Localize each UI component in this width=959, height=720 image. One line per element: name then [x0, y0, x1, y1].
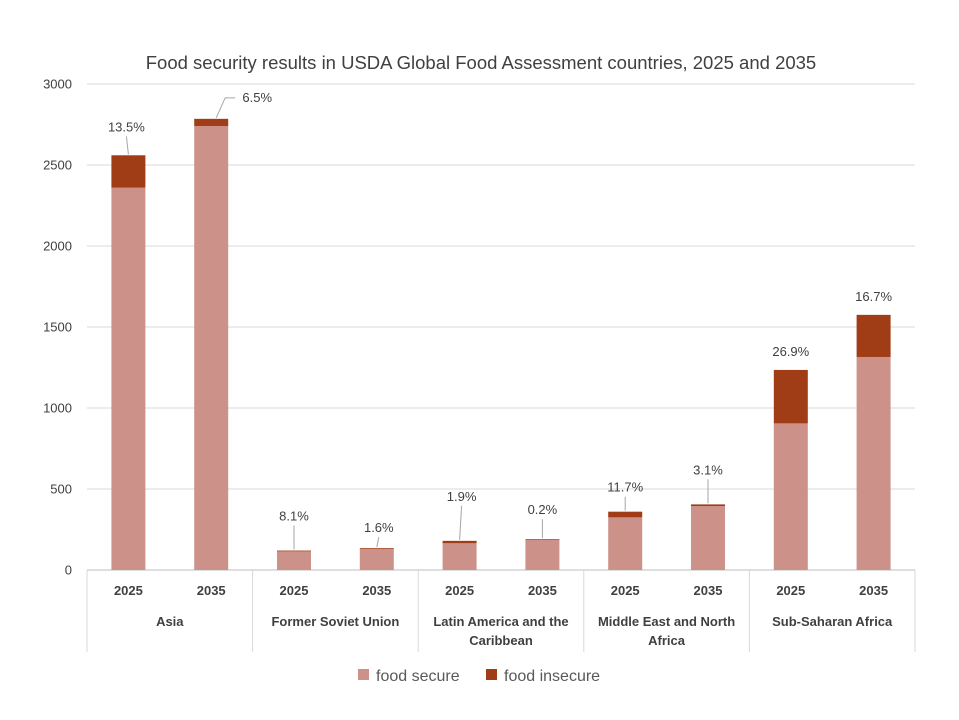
x-tick-label: 2025: [114, 583, 143, 598]
data-label: 13.5%: [108, 119, 145, 134]
legend-swatch: [358, 669, 369, 680]
x-tick-label: 2035: [362, 583, 391, 598]
bar-food-secure: [194, 126, 229, 571]
x-axis: 2025 2035 2025 2035 2025 2035 2025 2035 2025 2035…: [86, 570, 916, 652]
x-tick-label: 2025: [611, 583, 640, 598]
data-label: 3.1%: [693, 462, 723, 477]
bar-food-insecure: [277, 550, 311, 552]
y-tick-label: 2000: [43, 239, 72, 254]
y-tick-label: 3000: [43, 77, 72, 92]
data-labels: 13.5% 6.5% 8.1% 1.6% 1.9% 0.2% 11.7% 3.1% 26.9% 1…: [108, 90, 893, 535]
y-tick-label: 0: [65, 563, 72, 578]
x-group-label: Latin America and the: [433, 614, 568, 629]
bar-food-insecure: [525, 539, 560, 541]
bar-food-secure: [773, 423, 808, 570]
label-leaders: [125, 97, 709, 550]
x-group-label: Former Soviet Union: [271, 614, 399, 629]
legend-label: food insecure: [504, 668, 600, 685]
data-label: 26.9%: [772, 344, 809, 359]
bar-food-insecure: [773, 369, 808, 424]
x-group-label: Caribbean: [469, 633, 533, 648]
bar-food-insecure: [442, 540, 477, 544]
bar-food-secure: [856, 356, 891, 570]
x-tick-label: 2035: [859, 583, 888, 598]
x-group-label: Africa: [648, 633, 686, 648]
y-tick-label: 1000: [43, 401, 72, 416]
bar-food-secure: [359, 548, 394, 570]
data-label: 0.2%: [528, 502, 558, 517]
x-group-label: Middle East and North: [598, 614, 735, 629]
bar-food-secure: [525, 540, 560, 570]
data-label-leader: [215, 97, 236, 119]
bar-food-insecure: [856, 314, 891, 357]
bar-food-insecure: [111, 155, 146, 188]
legend-label: food secure: [376, 668, 460, 685]
data-label: 1.9%: [447, 489, 477, 504]
x-tick-label: 2035: [694, 583, 723, 598]
legend: food secure food insecure: [358, 668, 600, 685]
data-label: 11.7%: [607, 480, 643, 495]
bar-food-insecure: [194, 118, 229, 127]
x-tick-label: 2025: [280, 583, 309, 598]
x-group-label: Sub-Saharan Africa: [772, 614, 893, 629]
bar-food-secure: [277, 551, 311, 570]
x-tick-label: 2035: [528, 583, 557, 598]
legend-swatch: [486, 669, 497, 680]
data-label-leader: [125, 136, 129, 155]
y-tick-label: 1500: [43, 320, 72, 335]
y-axis-ticks: 0 500 1000 1500 2000 2500 3000: [43, 77, 72, 578]
x-tick-label: 2035: [197, 583, 226, 598]
bar-food-secure: [111, 187, 146, 570]
data-label: 1.6%: [364, 520, 394, 535]
bars: [111, 118, 891, 571]
data-label: 8.1%: [279, 509, 309, 524]
x-tick-label: 2025: [445, 583, 474, 598]
x-tick-label: 2025: [776, 583, 805, 598]
bar-food-secure: [608, 517, 643, 570]
x-group-label: Asia: [156, 614, 184, 629]
data-label: 16.7%: [855, 289, 892, 304]
y-tick-label: 2500: [43, 158, 72, 173]
data-label: 6.5%: [242, 90, 272, 105]
bar-food-insecure: [359, 548, 394, 549]
bar-food-secure: [442, 543, 477, 570]
bar-food-insecure: [608, 511, 643, 518]
chart-title: Food security results in USDA Global Foo…: [146, 52, 816, 73]
bar-food-secure: [691, 506, 725, 570]
bar-food-insecure: [691, 504, 725, 507]
data-label-leader: [459, 505, 463, 540]
y-tick-label: 500: [50, 482, 72, 497]
data-label-leader: [376, 537, 380, 548]
